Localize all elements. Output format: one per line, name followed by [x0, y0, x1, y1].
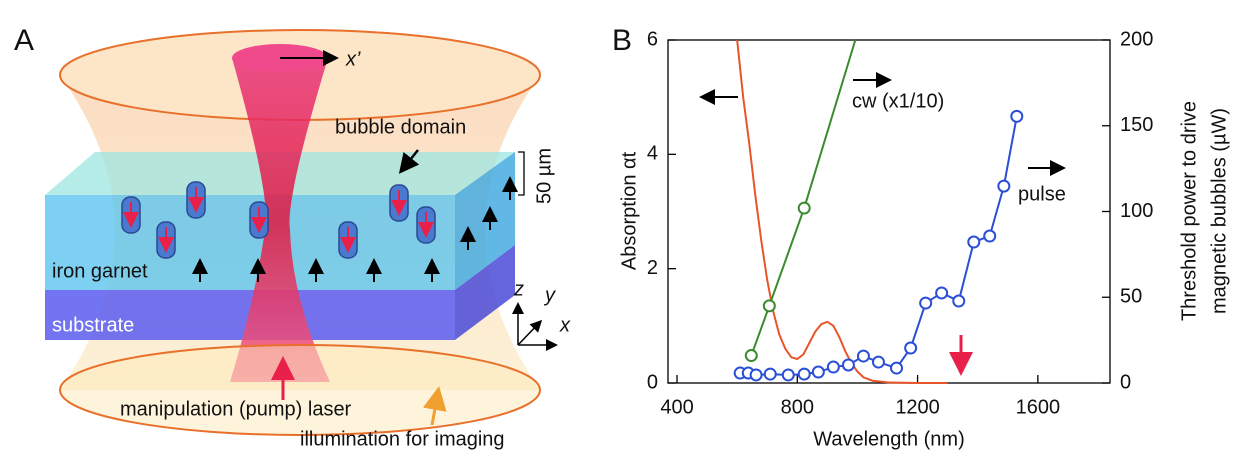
marker: [904, 341, 918, 355]
magnetization-arrows: [192, 176, 518, 282]
label: illumination for imaging: [300, 428, 505, 450]
series-line: [736, 39, 948, 384]
marker: [890, 361, 904, 375]
x-tick-label: 800: [781, 396, 814, 418]
marker: [781, 368, 795, 382]
y2-tick-label: 150: [1120, 114, 1153, 136]
marker: [797, 367, 811, 381]
y2-axis-title: Threshold power to drive: [1178, 101, 1200, 321]
marker: [871, 355, 885, 369]
marker: [763, 367, 777, 381]
bubble-arrows: [123, 187, 434, 253]
marker: [1010, 109, 1024, 123]
beam-bottom: [59, 344, 541, 436]
bubble-pointer: [398, 149, 420, 174]
y2-axis-title: magnetic bubbles (µW): [1208, 108, 1230, 314]
panel-a: A x’ bubble domain 50 µm iron garnet sub…: [14, 24, 571, 450]
marker: [826, 360, 840, 374]
y2-tick-label: 100: [1120, 200, 1153, 222]
marker: [952, 294, 966, 308]
marker: [997, 179, 1011, 193]
panel-b: B Wavelength (nm) Absorption αt Threshol…: [612, 24, 1230, 450]
label: substrate: [52, 314, 134, 336]
panel-label: B: [612, 24, 632, 57]
label: bubble domain: [335, 116, 466, 138]
axis-name: x: [559, 314, 571, 336]
pump-beam: [230, 58, 330, 382]
marker: [762, 299, 776, 313]
marker: [811, 365, 825, 379]
series-line: [750, 39, 857, 356]
y2-tick-label: 50: [1120, 286, 1142, 308]
marker: [919, 296, 933, 310]
marker: [797, 201, 811, 215]
label: iron garnet: [52, 260, 148, 282]
marker: [967, 235, 981, 249]
coordinate-axes: [512, 302, 558, 351]
y2-tick-label: 200: [1120, 28, 1153, 50]
marker: [983, 229, 997, 243]
x-tick-label: 1600: [1016, 396, 1061, 418]
marker: [856, 349, 870, 363]
y2-tick-label: 0: [1120, 371, 1131, 393]
marker: [935, 286, 949, 300]
label: x’: [345, 48, 361, 70]
illumination-arrow: [422, 386, 447, 426]
marker: [749, 368, 763, 382]
series-label: pulse: [1018, 183, 1066, 205]
y-tick-label: 0: [647, 371, 658, 393]
axis-name: z: [513, 278, 524, 300]
marker: [744, 349, 758, 363]
axis-name: y: [543, 284, 556, 306]
y-tick-label: 2: [647, 257, 658, 279]
y-tick-label: 4: [647, 143, 658, 165]
x-axis-title: Wavelength (nm): [813, 428, 965, 450]
y-axis-title: Absorption αt: [618, 151, 640, 270]
label: 50 µm: [533, 148, 555, 204]
y-tick-label: 6: [647, 28, 658, 50]
panel-label: A: [14, 24, 34, 57]
marker: [841, 358, 855, 372]
series-label: cw (x1/10): [852, 90, 944, 112]
x-tick-label: 400: [660, 396, 693, 418]
x-tick-label: 1200: [895, 396, 940, 418]
substrate-side: [455, 245, 515, 340]
thickness-bracket: [518, 151, 525, 196]
label: manipulation (pump) laser: [120, 398, 352, 420]
